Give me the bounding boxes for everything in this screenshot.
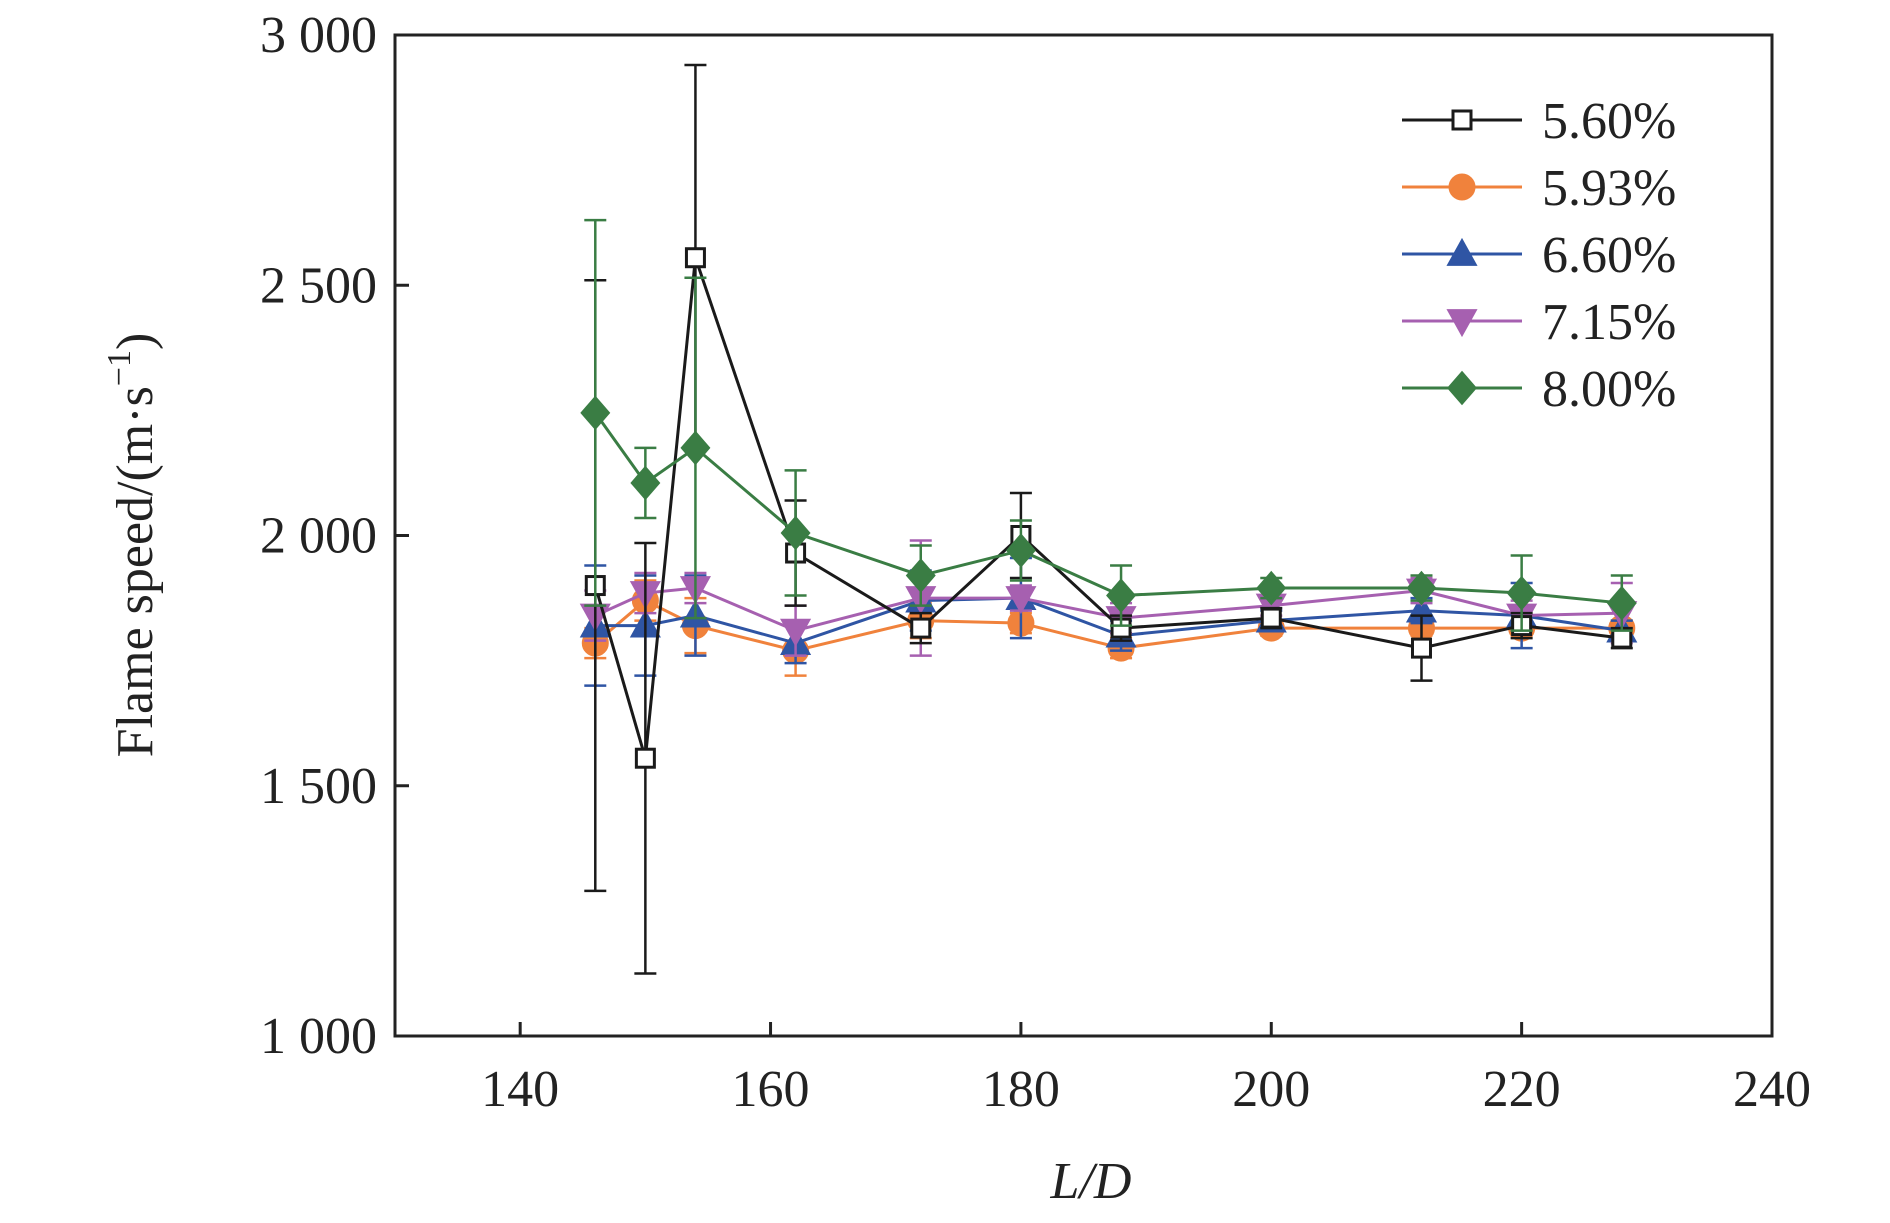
y-axis-label: Flame speed/(m·s−1) [101, 333, 164, 758]
data-point [780, 618, 812, 647]
data-point [1005, 533, 1036, 568]
legend-label: 8.00% [1542, 361, 1676, 418]
y-tick-label: 1 500 [260, 758, 377, 815]
x-tick-label: 200 [1232, 1061, 1310, 1118]
data-point [1406, 570, 1437, 606]
data-point [1260, 607, 1282, 629]
legend-item: 8.00% [1402, 361, 1676, 418]
x-tick-label: 160 [732, 1061, 810, 1118]
legend-marker [1447, 370, 1477, 406]
series-layer [579, 63, 1638, 975]
x-axis: 140 160 180 200 220 240 [481, 1022, 1811, 1118]
y-tick-label: 3 000 [260, 7, 377, 64]
legend-marker [1446, 309, 1478, 338]
x-tick-label: 220 [1483, 1061, 1561, 1118]
data-point [680, 430, 711, 466]
data-point [630, 465, 661, 501]
data-point [1005, 586, 1037, 615]
legend-marker [1446, 237, 1478, 266]
y-axis-label-sup: −1 [101, 350, 138, 386]
series-5.60% [584, 63, 1633, 975]
x-tick-label: 180 [982, 1061, 1060, 1118]
x-axis-label: L/D [1050, 1153, 1132, 1210]
series-line [593, 257, 1622, 759]
x-tick-label: 140 [481, 1061, 559, 1118]
y-tick-label: 1 000 [260, 1008, 377, 1065]
data-point [634, 747, 656, 769]
legend-marker [1448, 173, 1476, 201]
data-point [1410, 637, 1432, 659]
data-point [684, 247, 706, 269]
data-point [1506, 575, 1537, 611]
series-8.00% [580, 218, 1637, 632]
y-axis-label-main: Flame speed/(m·s [107, 386, 164, 757]
legend-label: 6.60% [1542, 227, 1676, 284]
data-point [1606, 585, 1637, 621]
data-point [580, 395, 611, 431]
legend-item: 5.93% [1402, 160, 1676, 217]
y-tick-label: 2 500 [260, 257, 377, 314]
data-point [1106, 578, 1137, 613]
y-tick-label: 2 000 [260, 508, 377, 565]
legend-item: 7.15% [1402, 294, 1676, 351]
legend: 5.60% 5.93% 6.60% 7.15% 8.00% [1402, 93, 1676, 418]
data-point [905, 558, 936, 593]
series-line [594, 412, 1622, 605]
legend-item: 6.60% [1402, 227, 1676, 284]
data-point [1256, 570, 1287, 606]
legend-label: 7.15% [1542, 294, 1676, 351]
data-point [780, 515, 811, 551]
data-point [910, 617, 932, 639]
series-6.60% [579, 556, 1638, 687]
legend-marker [1451, 109, 1473, 131]
x-tick-label: 240 [1733, 1061, 1811, 1118]
y-axis-label-close: ) [107, 333, 164, 350]
y-axis: 1 000 1 500 2 000 2 500 3 000 [260, 7, 409, 1065]
legend-item: 5.60% [1402, 93, 1676, 150]
legend-label: 5.93% [1542, 160, 1676, 217]
legend-label: 5.60% [1542, 93, 1676, 150]
